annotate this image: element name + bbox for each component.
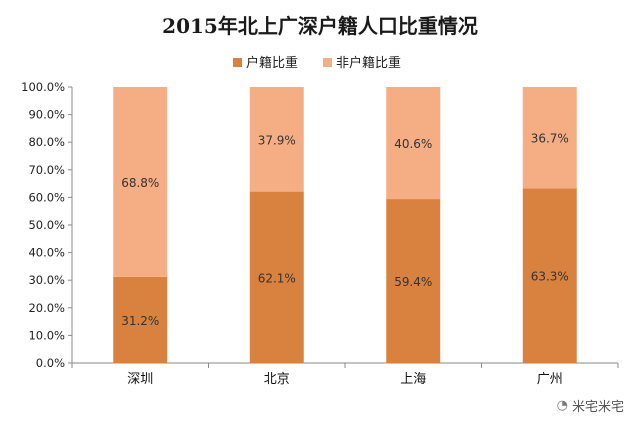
bar-2-1 (113, 87, 168, 277)
bar-1-4 (522, 188, 577, 363)
watermark: ◔ 米宅米宅 (557, 396, 624, 415)
chart-legend: 户籍比重 非户籍比重 (233, 55, 401, 71)
y-tick-label: 60.0% (28, 190, 65, 204)
y-tick-label: 20.0% (28, 301, 65, 315)
y-tick-label: 30.0% (28, 273, 65, 287)
y-tick-label: 40.0% (28, 246, 65, 260)
legend-label-2: 非户籍比重 (336, 55, 401, 71)
data-label: 37.9% (258, 133, 296, 147)
legend-swatch-1 (233, 58, 242, 67)
y-tick-label: 0.0% (36, 356, 65, 370)
y-tick-label: 70.0% (28, 163, 65, 177)
y-tick-label: 50.0% (28, 218, 65, 232)
x-tick-label: 上海 (400, 372, 426, 387)
y-tick-label: 80.0% (28, 135, 65, 149)
bar-1-2 (249, 191, 304, 363)
bar-1-1 (113, 276, 168, 363)
data-label: 63.3% (531, 270, 569, 284)
chart-bars: 31.2% 68.8% 62.1% 37.9% 59.4% 40.6% 63.3% 36.7% (113, 87, 577, 363)
data-label: 31.2% (121, 314, 159, 328)
x-tick-label: 深圳 (127, 372, 153, 387)
bar-1-3 (386, 199, 441, 363)
chart-axes: 0.0% 10.0% 20.0% 30.0% 40.0% 50.0% 60.0% 70.0% 8… (21, 80, 619, 387)
chart-title: 2015年北上广深户籍人口比重情况 (162, 14, 478, 38)
data-label: 68.8% (121, 176, 159, 190)
wechat-icon: ◔ (556, 398, 568, 413)
legend-label-1: 户籍比重 (246, 55, 298, 71)
data-label: 59.4% (394, 275, 432, 289)
data-label: 62.1% (258, 271, 296, 285)
y-tick-label: 10.0% (28, 328, 65, 342)
x-tick-label: 北京 (264, 372, 290, 387)
data-label: 40.6% (394, 137, 432, 151)
watermark-text: 米宅米宅 (571, 400, 624, 415)
legend-swatch-2 (323, 58, 332, 67)
y-tick-label: 90.0% (28, 108, 65, 122)
bar-2-4 (522, 87, 577, 189)
x-tick-label: 广州 (537, 372, 563, 387)
bar-2-3 (386, 87, 441, 200)
y-tick-label: 100.0% (21, 80, 65, 94)
data-label: 36.7% (531, 132, 569, 146)
bar-2-2 (249, 87, 304, 192)
